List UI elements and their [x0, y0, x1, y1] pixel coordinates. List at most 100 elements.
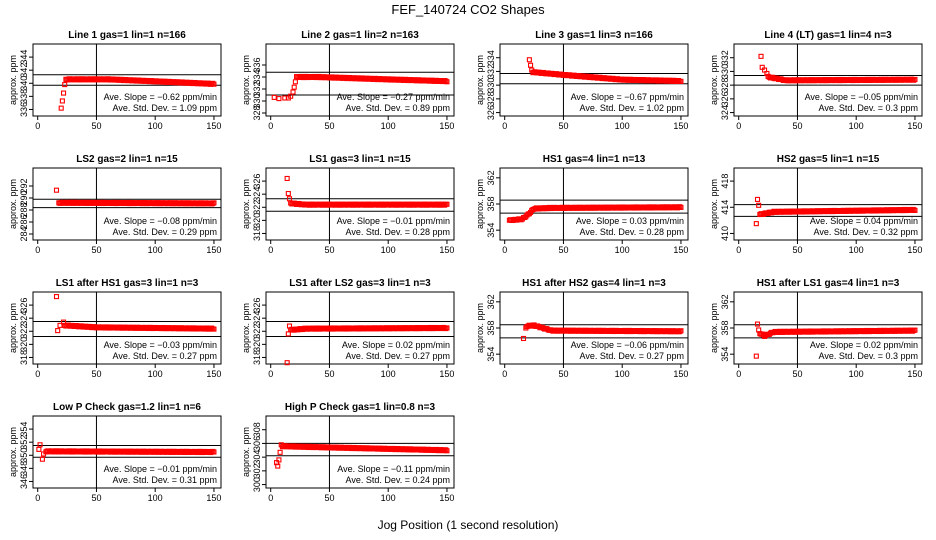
data-point: [59, 98, 65, 104]
y-tick-label: 332: [720, 50, 730, 65]
y-tick-label: 318: [19, 350, 29, 365]
y-tick-label: 336: [252, 57, 262, 72]
data-point: [754, 321, 761, 327]
x-tick-label: 150: [206, 369, 221, 379]
data-point: [443, 78, 449, 84]
y-tick-label: 358: [720, 320, 730, 335]
y-axis-label: approx. ppm: [241, 179, 251, 229]
x-tick-label: 150: [439, 369, 454, 379]
slope-annotation: Ave. Slope = 0.03 ppm/min: [576, 216, 684, 226]
slope-annotation: Ave. Slope = −0.11 ppm/min: [337, 464, 450, 474]
y-tick-label: 286: [19, 214, 29, 229]
y-tick-label: 324: [252, 311, 262, 326]
panel-title: Low P Check gas=1.2 lin=1 n=6: [53, 402, 201, 413]
y-tick-label: 362: [486, 294, 496, 309]
x-tick-label: 0: [268, 121, 273, 131]
x-tick-label: 150: [439, 493, 454, 503]
stddev-annotation: Ave. Std. Dev. = 0.32 ppm: [814, 227, 918, 237]
data-point: [753, 221, 759, 227]
data-point: [285, 190, 291, 197]
data-point: [210, 80, 216, 86]
panel: LS2 gas=2 lin=1 n=150 50 100 15028428628829…: [8, 154, 222, 255]
plot-frame: [499, 43, 689, 117]
data-point: [444, 79, 450, 85]
panel: HS1 after HS2 gas=4 lin=1 n=3 0 50 100 150 35…: [475, 278, 689, 379]
y-axis-label: approx. ppm: [8, 427, 18, 477]
panel-title: High P Check gas=1 lin=0.8 n=3: [285, 402, 436, 413]
panel: High P Check gas=1 lin=0.8 n=3 0 50 100 150 3…: [241, 402, 455, 503]
x-tick-label: 100: [615, 121, 630, 131]
slope-annotation: Ave. Slope = −0.01 ppm/min: [337, 216, 450, 226]
x-tick-label: 50: [558, 121, 568, 131]
panel: HS2 gas=5 lin=1 n=15 0 50 100 150 410 414 418ap…: [709, 154, 923, 255]
data-point: [443, 326, 449, 332]
y-tick-label: 326: [252, 298, 262, 313]
x-tick-label: 100: [615, 245, 630, 255]
data-point: [912, 207, 918, 213]
panel-title: Line 1 gas=1 lin=1 n=166: [68, 30, 186, 41]
y-tick-label: 336: [19, 102, 29, 117]
y-tick-label: 324: [252, 187, 262, 202]
y-tick-label: 326: [486, 105, 496, 120]
data-point: [911, 207, 917, 213]
y-tick-label: 290: [19, 190, 29, 205]
x-tick-label: 150: [673, 369, 688, 379]
y-tick-label: 326: [19, 298, 29, 313]
x-tick-label: 100: [148, 493, 163, 503]
x-tick-label: 0: [502, 245, 507, 255]
x-tick-label: 100: [148, 245, 163, 255]
data-point: [210, 448, 216, 454]
x-tick-label: 0: [35, 245, 40, 255]
x-tick-label: 50: [324, 369, 334, 379]
data-point: [678, 204, 684, 210]
data-point: [443, 447, 449, 453]
panel: Line 4 (LT) gas=1 lin=4 n=30 50 100 1503243…: [709, 30, 923, 131]
x-tick-label: 0: [35, 121, 40, 131]
y-tick-label: 354: [720, 347, 730, 362]
y-tick-label: 354: [486, 347, 496, 362]
x-tick-label: 50: [324, 121, 334, 131]
y-axis-label: approx. ppm: [8, 303, 18, 353]
x-tick-label: 150: [907, 369, 922, 379]
y-tick-label: 348: [19, 461, 29, 476]
stddev-annotation: Ave. Std. Dev. = 0.27 ppm: [580, 351, 684, 361]
plot-frame: [733, 167, 923, 241]
y-tick-label: 334: [486, 50, 496, 65]
y-tick-label: 332: [486, 64, 496, 79]
data-point: [37, 442, 43, 448]
slope-annotation: Ave. Slope = −0.62 ppm/min: [104, 92, 217, 102]
x-tick-label: 100: [381, 245, 396, 255]
y-tick-label: 410: [720, 226, 730, 241]
slope-annotation: Ave. Slope = 0.04 ppm/min: [810, 216, 918, 226]
stddev-annotation: Ave. Std. Dev. = 1.02 ppm: [580, 103, 684, 113]
stddev-annotation: Ave. Std. Dev. = 0.28 ppm: [580, 227, 684, 237]
plot-frame: [32, 43, 222, 117]
panel-title: HS1 after LS1 gas=4 lin=1 n=3: [757, 278, 900, 289]
x-tick-label: 150: [907, 245, 922, 255]
panel: LS1 after LS2 gas=3 lin=1 n=3 0 50 100 150 31…: [241, 278, 455, 379]
y-tick-label: 300: [252, 477, 262, 492]
y-tick-label: 332: [252, 81, 262, 96]
x-tick-label: 100: [381, 369, 396, 379]
stddev-annotation: Ave. Std. Dev. = 0.27 ppm: [113, 351, 217, 361]
y-tick-label: 328: [252, 105, 262, 120]
data-point: [527, 62, 534, 68]
y-axis-label: approx. ppm: [8, 55, 18, 105]
y-tick-label: 320: [19, 337, 29, 352]
data-point: [520, 335, 527, 342]
y-tick-label: 318: [252, 350, 262, 365]
y-tick-label: 322: [19, 324, 29, 339]
y-tick-label: 344: [19, 50, 29, 65]
y-tick-label: 292: [19, 178, 29, 193]
data-point: [444, 201, 450, 207]
data-point: [62, 82, 68, 88]
data-point: [291, 84, 297, 90]
y-axis-label: approx. ppm: [475, 179, 485, 229]
y-tick-label: 350: [19, 448, 29, 463]
x-tick-label: 0: [268, 245, 273, 255]
x-tick-label: 0: [502, 121, 507, 131]
x-tick-label: 100: [381, 493, 396, 503]
panel-title: HS2 gas=5 lin=1 n=15: [777, 154, 880, 165]
x-tick-label: 0: [502, 369, 507, 379]
